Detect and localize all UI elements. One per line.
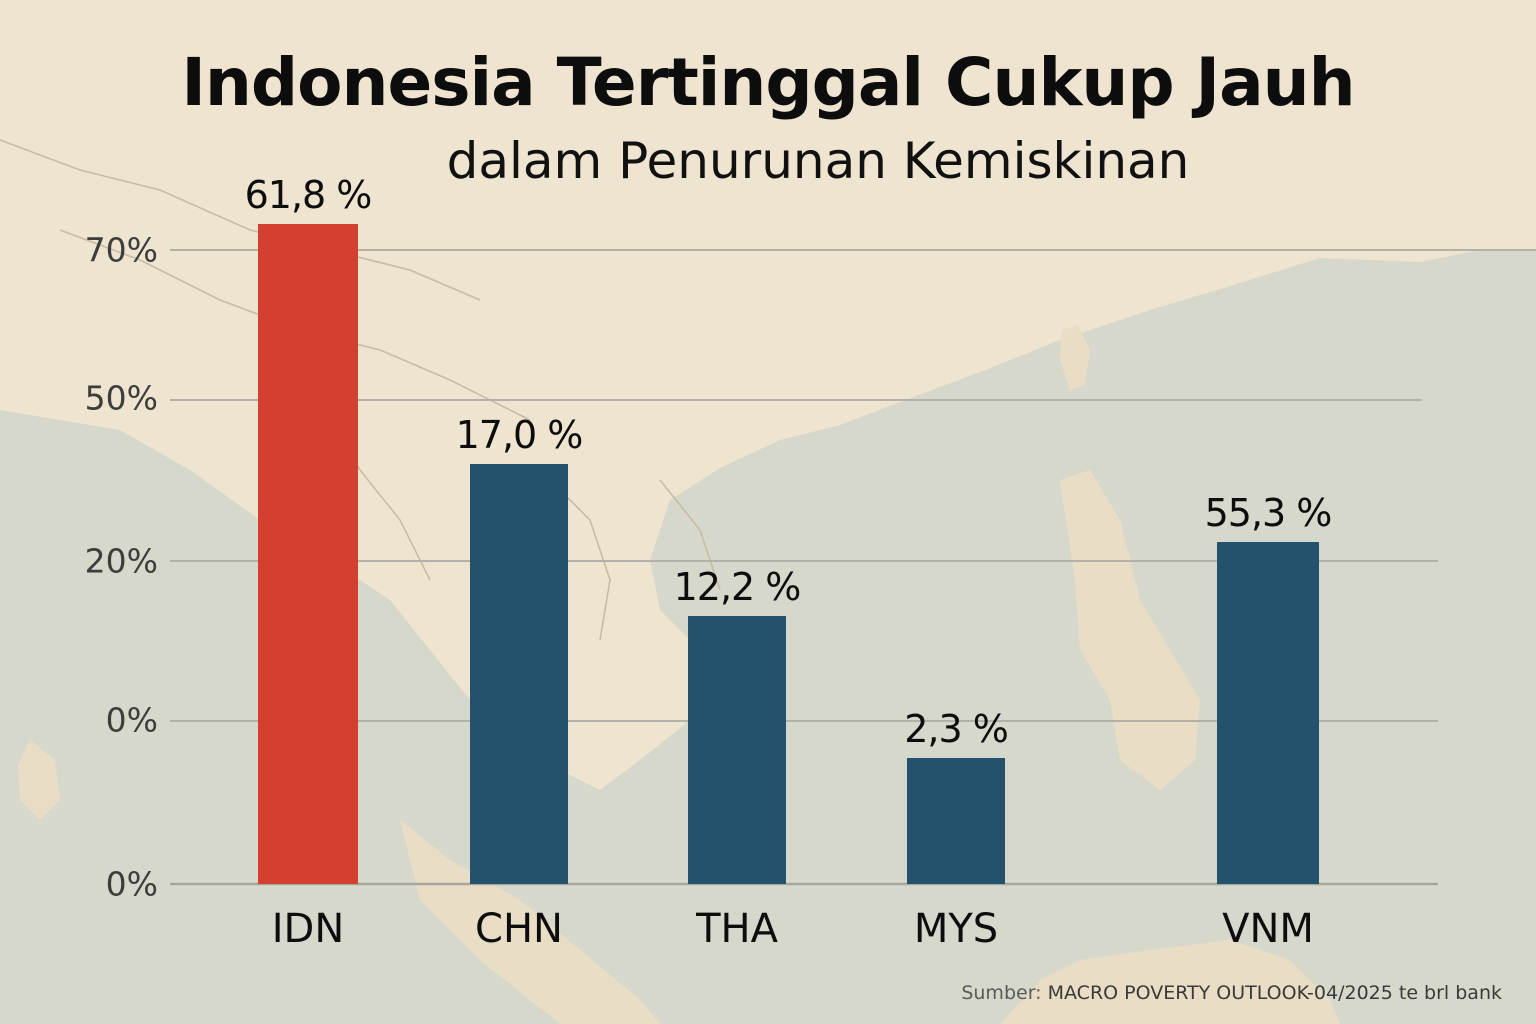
data-label-chn: 17,0 % — [456, 413, 583, 457]
bar-mys — [907, 758, 1005, 884]
landmass-philippines — [1060, 470, 1200, 790]
y-axis-ticks: 70% 50% 20% 0% 0% — [85, 231, 158, 904]
landmass-sumatra — [400, 820, 660, 1024]
value-labels: 61,8 % 17,0 % 12,2 % 2,3 % 55,3 % — [245, 173, 1333, 751]
data-label-tha: 12,2 % — [674, 565, 801, 609]
gridlines — [170, 249, 1536, 886]
y-tick-label: 50% — [85, 379, 158, 418]
category-label-chn: CHN — [475, 906, 563, 952]
y-tick-label: 0% — [106, 701, 158, 740]
y-tick-label: 20% — [85, 542, 158, 581]
landmass-borneo — [1000, 940, 1340, 1024]
y-tick-label: 0% — [106, 865, 158, 904]
data-label-vnm: 55,3 % — [1205, 491, 1332, 535]
chart-subtitle: dalam Penurunan Kemiskinan — [446, 132, 1190, 190]
bar-idn — [258, 224, 358, 884]
source-note: Sumber: MACRO POVERTY OUTLOOK-04/2025 te… — [961, 982, 1502, 1004]
bars — [258, 224, 1319, 884]
bar-vnm — [1217, 542, 1319, 884]
category-label-idn: IDN — [272, 906, 345, 952]
landmass-taiwan — [1060, 325, 1090, 390]
y-tick-label: 70% — [85, 231, 158, 270]
landmass-sri-lanka — [18, 740, 60, 820]
category-label-tha: THA — [695, 906, 779, 952]
data-label-idn: 61,8 % — [245, 173, 372, 217]
source-text: MACRO POVERTY OUTLOOK-04/2025 te brl ban… — [1047, 982, 1502, 1004]
bar-chn — [470, 464, 568, 884]
category-labels: IDN CHN THA MYS VNM — [272, 906, 1314, 952]
category-label-mys: MYS — [914, 906, 998, 952]
chart-title: Indonesia Tertinggal Cukup Jauh — [181, 44, 1355, 121]
category-label-vnm: VNM — [1222, 906, 1314, 952]
bar-tha — [688, 616, 786, 884]
source-prefix: Sumber: — [961, 982, 1042, 1004]
data-label-mys: 2,3 % — [904, 707, 1008, 751]
